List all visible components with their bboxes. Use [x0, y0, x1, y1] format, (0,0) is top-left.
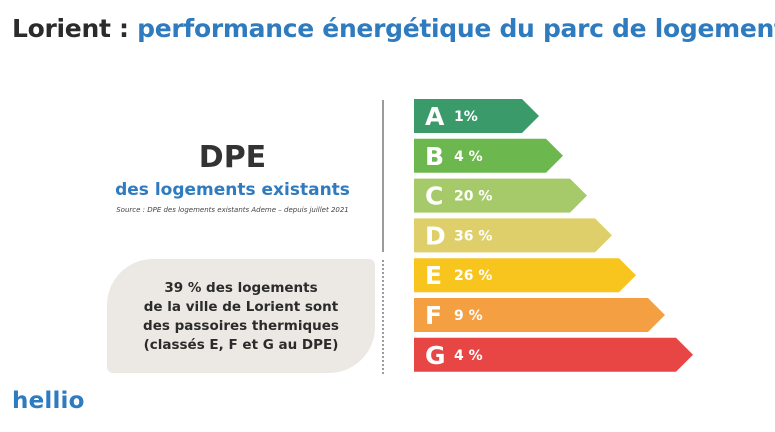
- callout-line: (classés E, F et G au DPE): [143, 337, 339, 353]
- dpe-value-label: 4 %: [454, 348, 483, 364]
- dpe-value-label: 36 %: [454, 228, 492, 244]
- vertical-divider: [382, 100, 384, 252]
- dpe-value-label: 4 %: [454, 149, 483, 165]
- dpe-heading: DPE: [198, 140, 267, 175]
- callout-text: 39 % des logements de la ville de Lorien…: [107, 279, 375, 355]
- dpe-subheading: des logements existants: [115, 180, 350, 200]
- callout-line: de la ville de Lorient sont: [143, 299, 339, 315]
- dpe-class-label: E: [425, 261, 442, 290]
- dpe-bar-d: [414, 218, 612, 253]
- callout-line: 39 % des logements: [164, 280, 318, 296]
- passoires-callout: 39 % des logements de la ville de Lorien…: [107, 259, 375, 373]
- dpe-value-label: 26 %: [454, 268, 492, 284]
- dpe-class-label: D: [425, 221, 446, 250]
- dpe-bar-c: [414, 178, 587, 213]
- dpe-source-note: Source : DPE des logements existants Ade…: [116, 206, 349, 214]
- dpe-class-label: F: [425, 301, 442, 330]
- callout-line: des passoires thermiques: [143, 318, 339, 334]
- title-city: Lorient :: [12, 14, 129, 43]
- title-subject: performance énergétique du parc de logem…: [137, 14, 775, 43]
- vertical-divider-dotted: [382, 260, 384, 374]
- dpe-value-label: 20 %: [454, 189, 492, 205]
- dpe-class-label: C: [425, 182, 443, 211]
- dpe-class-label: A: [425, 102, 445, 131]
- dpe-value-label: 9 %: [454, 308, 483, 324]
- dpe-value-label: 1%: [454, 109, 478, 125]
- dpe-bar-f: [414, 298, 665, 332]
- dpe-bar-e: [414, 258, 636, 293]
- dpe-bar-g: [414, 337, 693, 372]
- dpe-bar-b: [414, 138, 563, 173]
- dpe-class-label: B: [425, 142, 444, 171]
- dpe-bar-a: [414, 99, 539, 133]
- dpe-block: DPE des logements existants Source : DPE…: [100, 140, 365, 214]
- dpe-class-label: G: [425, 341, 446, 370]
- page-title: Lorient : performance énergétique du par…: [12, 14, 775, 43]
- hellio-logo: hellio: [12, 388, 85, 414]
